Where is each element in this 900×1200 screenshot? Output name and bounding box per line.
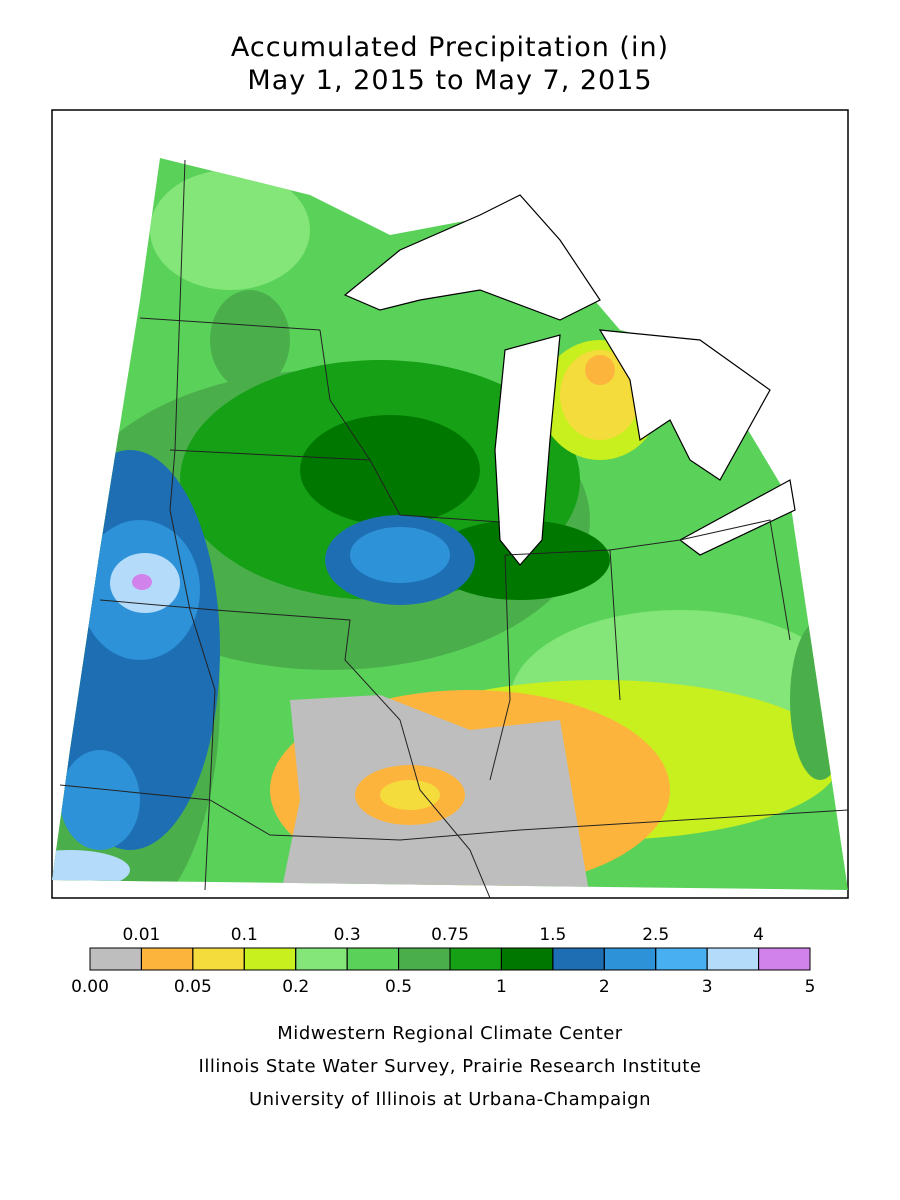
legend-swatch (398, 947, 451, 971)
region (150, 170, 310, 290)
legend-label: 0.00 (71, 977, 109, 997)
legend-label: 1 (496, 977, 507, 997)
legend-label: 0.2 (282, 977, 309, 997)
legend-swatch (140, 947, 194, 971)
title: Accumulated Precipitation (in) (231, 32, 669, 63)
credit: Illinois State Water Survey, Prairie Res… (199, 1056, 702, 1077)
legend-swatch (346, 947, 400, 971)
region (300, 415, 480, 525)
legend-swatch (500, 947, 554, 971)
subtitle: May 1, 2015 to May 7, 2015 (247, 65, 652, 96)
map (51, 109, 849, 899)
region (560, 350, 640, 440)
legend-swatch (449, 947, 502, 971)
legend-swatch (295, 947, 348, 971)
legend-swatch (706, 947, 760, 971)
lake-superior (343, 194, 601, 321)
legend-label: 0.1 (231, 925, 258, 945)
credit: University of Illinois at Urbana-Champai… (249, 1089, 651, 1110)
region (350, 527, 450, 583)
lake-huron (598, 329, 771, 481)
legend-label: 0.05 (174, 977, 212, 997)
legend-swatch (243, 947, 297, 971)
legend-label: 3 (702, 977, 713, 997)
region (52, 850, 130, 890)
legend-label: 0.75 (431, 925, 469, 945)
region (380, 780, 440, 810)
legend-label: 2 (599, 977, 610, 997)
lake-michigan (494, 334, 561, 566)
legend-swatch (758, 947, 811, 971)
legend-label: 2.5 (642, 925, 669, 945)
legend-swatch (603, 947, 657, 971)
region (60, 750, 140, 850)
legend-swatch (655, 947, 708, 971)
region (132, 574, 152, 590)
legend-label: 0.3 (334, 925, 361, 945)
legend-swatch (89, 947, 142, 971)
legend-swatch (192, 947, 245, 971)
legend-label: 0.5 (385, 977, 412, 997)
legend-label: 1.5 (539, 925, 566, 945)
credit: Midwestern Regional Climate Center (277, 1023, 623, 1044)
region (210, 290, 290, 390)
legend-swatch (552, 947, 605, 971)
state-borders (59, 159, 849, 899)
legend-label: 0.01 (122, 925, 160, 945)
region (585, 355, 615, 385)
legend-label: 4 (753, 925, 764, 945)
lake-erie (678, 479, 796, 556)
legend-label: 5 (805, 977, 816, 997)
legend: 0.00 0.01 0.05 0.1 0.2 0.3 0.5 0.75 1 1.5 2 2.5 3 4 5 (71, 925, 815, 997)
